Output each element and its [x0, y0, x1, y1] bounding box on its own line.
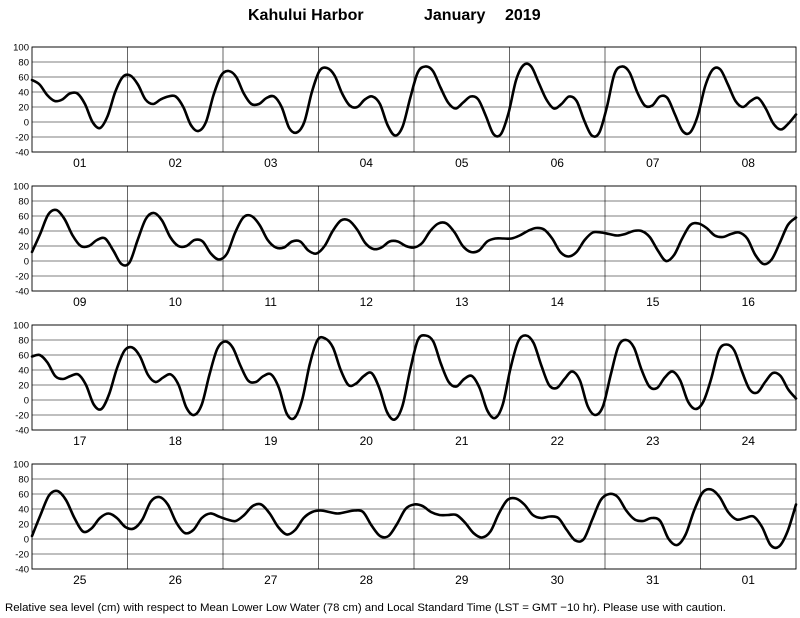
y-tick-label: 60 [18, 211, 29, 222]
y-tick-label: -20 [15, 549, 29, 560]
y-tick-label: -20 [15, 132, 29, 143]
y-tick-label: 40 [18, 365, 29, 376]
y-tick-label: 60 [18, 350, 29, 361]
y-tick-label: 0 [24, 117, 29, 128]
chart-title-month: January [424, 7, 485, 24]
day-label: 13 [455, 295, 469, 309]
y-tick-label: -40 [15, 425, 29, 436]
day-label: 04 [360, 156, 374, 170]
day-label: 16 [742, 295, 756, 309]
y-tick-label: 40 [18, 504, 29, 515]
day-label: 14 [551, 295, 565, 309]
panel-frame [31, 185, 797, 292]
day-label: 21 [455, 434, 469, 448]
sea-level-series-line [30, 333, 798, 421]
day-label: 11 [265, 295, 278, 309]
sea-level-series-line [30, 487, 798, 550]
day-label: 01 [73, 156, 87, 170]
y-tick-label: 80 [18, 57, 29, 68]
day-label: 26 [169, 573, 183, 587]
panel-frame [31, 324, 797, 431]
panel-1: -40 -20 0 20 40 60 80 100 01 02 03 04 05 06 07 08 [13, 42, 798, 170]
y-tick-label: 20 [18, 241, 29, 252]
y-tick-label: 80 [18, 474, 29, 485]
y-tick-label: 60 [18, 489, 29, 500]
panel-frame [31, 463, 797, 570]
y-tick-label: 0 [24, 395, 29, 406]
y-tick-label: -40 [15, 286, 29, 297]
day-label: 29 [455, 573, 469, 587]
day-label: 12 [360, 295, 374, 309]
y-tick-label: 20 [18, 519, 29, 530]
day-label: 09 [73, 295, 87, 309]
chart-title: Kahului Harbor [248, 7, 364, 24]
day-label: 22 [551, 434, 565, 448]
y-tick-label: 40 [18, 226, 29, 237]
day-label: 18 [169, 434, 183, 448]
y-tick-label: -40 [15, 147, 29, 158]
y-tick-label: 60 [18, 72, 29, 83]
chart-title-year: 2019 [505, 7, 541, 24]
chart-footer: Relative sea level (cm) with respect to … [5, 602, 726, 614]
y-tick-label: 100 [13, 320, 29, 331]
day-label: 10 [169, 295, 183, 309]
day-label: 25 [73, 573, 87, 587]
y-tick-label: 40 [18, 87, 29, 98]
day-label: 06 [551, 156, 565, 170]
day-label: 28 [360, 573, 374, 587]
y-tick-label: 80 [18, 196, 29, 207]
y-tick-label: -40 [15, 564, 29, 575]
day-label: 30 [551, 573, 565, 587]
sea-level-series-line [30, 208, 798, 267]
day-label: 07 [646, 156, 660, 170]
day-label: 15 [646, 295, 660, 309]
day-label: 19 [264, 434, 278, 448]
panel-frame [31, 46, 797, 153]
day-label: 24 [742, 434, 756, 448]
panel-3: -40 -20 0 20 40 60 80 100 17 18 19 20 21 22 23 24 [13, 320, 798, 448]
day-label: 01 [742, 573, 756, 587]
day-label: 17 [73, 434, 87, 448]
y-tick-label: 100 [13, 459, 29, 470]
panel-2: -40 -20 0 20 40 60 80 100 09 10 11 12 13 14 15 16 [13, 181, 798, 309]
sea-level-series-line [30, 62, 798, 138]
day-label: 05 [455, 156, 469, 170]
day-label: 20 [360, 434, 374, 448]
y-tick-label: 0 [24, 534, 29, 545]
day-label: 27 [264, 573, 278, 587]
day-label: 02 [169, 156, 183, 170]
y-tick-label: 20 [18, 102, 29, 113]
day-label: 31 [646, 573, 660, 587]
y-tick-label: -20 [15, 271, 29, 282]
day-label: 03 [264, 156, 278, 170]
panel-4: -40 -20 0 20 40 60 80 100 25 26 27 28 29 30 31 01 [13, 459, 798, 587]
y-tick-label: 0 [24, 256, 29, 267]
y-tick-label: -20 [15, 410, 29, 421]
day-label: 23 [646, 434, 660, 448]
y-tick-label: 80 [18, 335, 29, 346]
day-label: 08 [742, 156, 756, 170]
y-tick-label: 100 [13, 42, 29, 53]
y-tick-label: 100 [13, 181, 29, 192]
y-tick-label: 20 [18, 380, 29, 391]
